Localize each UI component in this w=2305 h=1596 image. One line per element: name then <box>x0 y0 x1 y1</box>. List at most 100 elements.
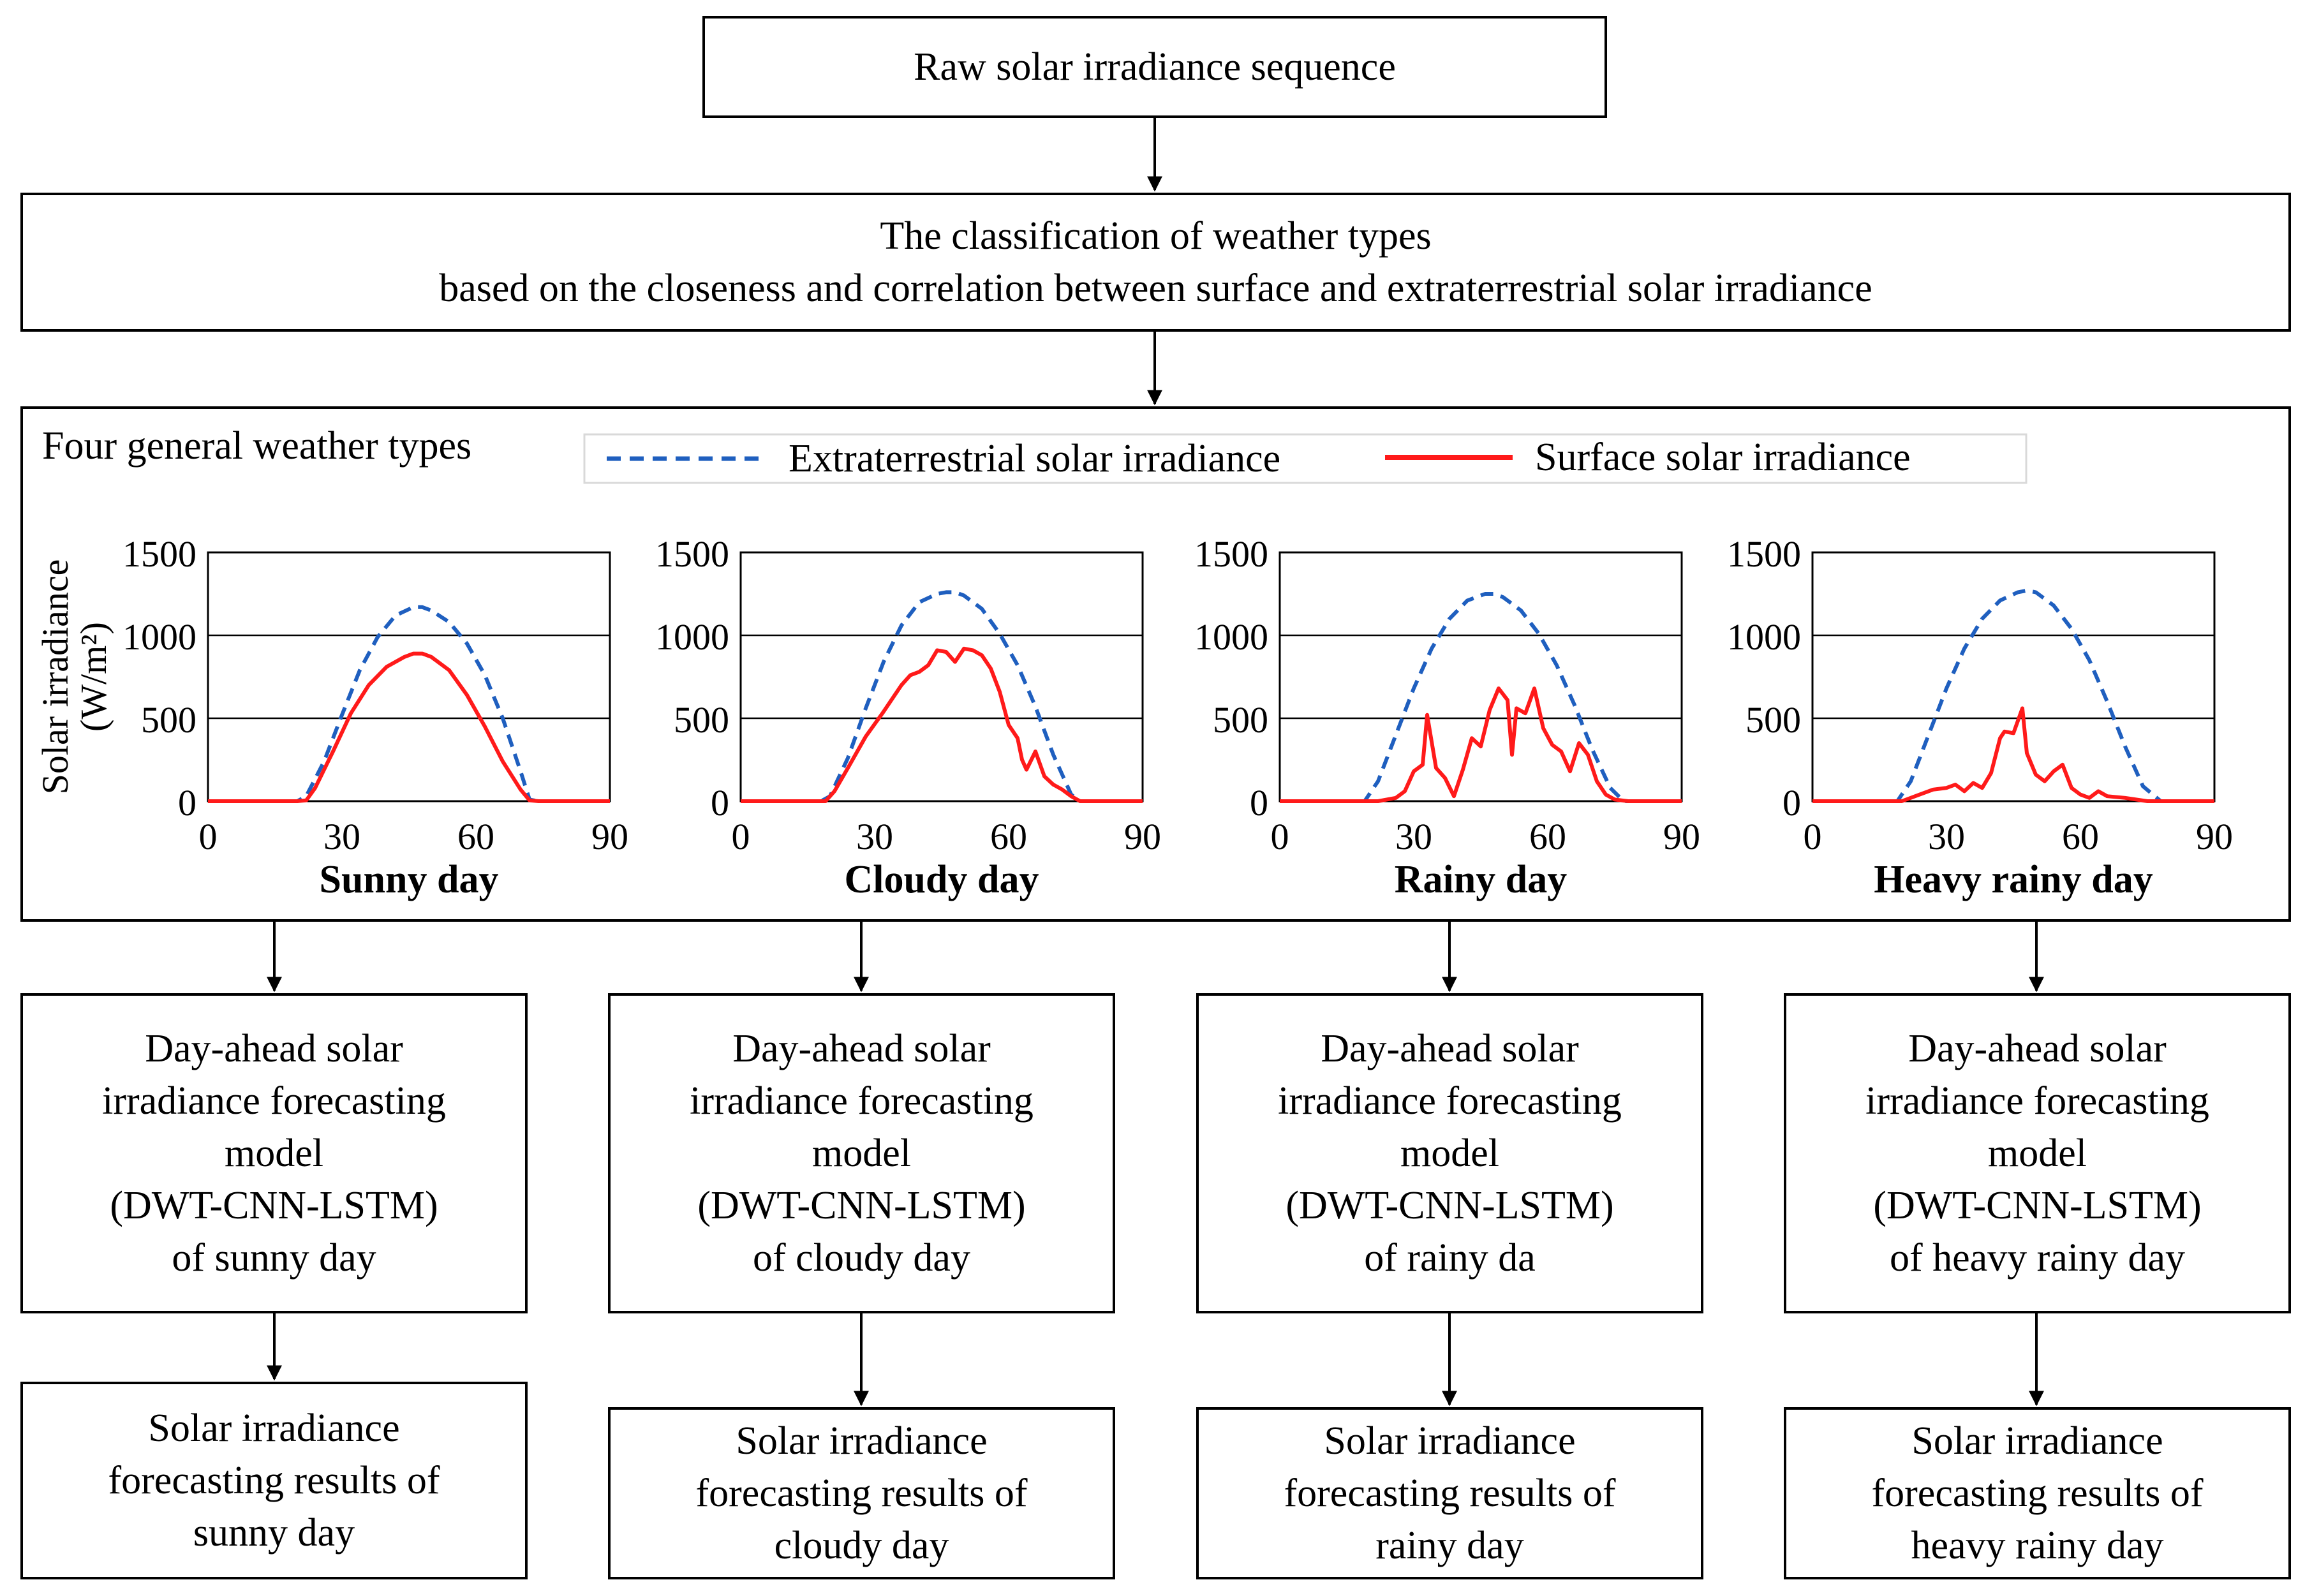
weather-types-charts: Four general weather types Extraterrestr… <box>34 424 2233 901</box>
model-line: of rainy da <box>1364 1236 1536 1280</box>
legend-box <box>583 433 2027 484</box>
model-box-rainy: Day-ahead solar irradiance forecasting m… <box>1196 993 1703 1313</box>
x-tick-label: 60 <box>1529 816 1566 857</box>
model-line: irradiance forecasting <box>690 1079 1034 1123</box>
legend-extraterrestrial-label: Extraterrestrial solar irradiance <box>789 437 1280 480</box>
classification-title: The classification of weather types <box>880 214 1432 258</box>
result-box-sunny: Solar irradiance forecasting results of … <box>20 1382 528 1579</box>
result-line: Solar irradiance <box>736 1419 988 1463</box>
result-line: sunny day <box>193 1511 355 1555</box>
y-tick-label: 1500 <box>1194 533 1268 575</box>
model-line: of heavy rainy day <box>1889 1236 2186 1280</box>
x-tick-label: 90 <box>2196 816 2233 857</box>
result-line: Solar irradiance <box>1911 1419 2163 1463</box>
surface-series-line <box>1280 686 1682 803</box>
result-line: Solar irradiance <box>148 1407 400 1450</box>
y-tick-label: 1000 <box>1727 616 1801 658</box>
model-line: (DWT-CNN-LSTM) <box>1873 1184 2202 1227</box>
model-line: model <box>1988 1132 2087 1175</box>
y-axis-label-line1: Solar irradiance <box>34 559 76 795</box>
x-tick-label: 0 <box>732 816 750 857</box>
model-line: (DWT-CNN-LSTM) <box>110 1184 438 1227</box>
raw-sequence-box: Raw solar irradiance sequence <box>702 16 1607 118</box>
model-line: irradiance forecasting <box>1865 1079 2209 1123</box>
result-box-heavy-rainy: Solar irradiance forecasting results of … <box>1784 1407 2291 1579</box>
model-line: irradiance forecasting <box>1278 1079 1622 1123</box>
surface-series-line <box>741 646 1143 803</box>
x-tick-label: 90 <box>1663 816 1700 857</box>
surface-series-line <box>208 651 610 803</box>
model-line: of sunny day <box>172 1236 376 1280</box>
result-line: forecasting results of <box>1284 1472 1616 1515</box>
y-axis-label-line2: (W/m²) <box>73 622 114 732</box>
classification-subtitle: based on the closeness and correlation b… <box>439 267 1872 310</box>
result-line: forecasting results of <box>108 1459 440 1502</box>
model-box-heavy-rainy: Day-ahead solar irradiance forecasting m… <box>1784 993 2291 1313</box>
y-tick-label: 1000 <box>1194 616 1268 658</box>
result-box-cloudy: Solar irradiance forecasting results of … <box>608 1407 1115 1579</box>
surface-series-line <box>1812 706 2214 803</box>
model-line: Day-ahead solar <box>145 1027 403 1070</box>
charts-group: 0 500 1000 1500 0 30 60 90 Sunny day 0 500 1000 1500… <box>34 533 2233 901</box>
model-line: irradiance forecasting <box>102 1079 446 1123</box>
model-line: Day-ahead solar <box>1321 1027 1579 1070</box>
chart-frame <box>1811 551 2216 802</box>
x-tick-label: 90 <box>591 816 628 857</box>
y-tick-label: 1000 <box>655 616 729 658</box>
model-line: (DWT-CNN-LSTM) <box>697 1184 1026 1227</box>
model-line: (DWT-CNN-LSTM) <box>1286 1184 1614 1227</box>
extraterrestrial-series-line <box>741 590 1143 803</box>
x-tick-label: 0 <box>199 816 218 857</box>
raw-sequence-label: Raw solar irradiance sequence <box>914 45 1396 89</box>
result-box-rainy: Solar irradiance forecasting results of … <box>1196 1407 1703 1579</box>
y-tick-label: 0 <box>1782 782 1801 824</box>
x-tick-label: 0 <box>1804 816 1822 857</box>
extraterrestrial-series-line <box>1812 588 2214 803</box>
y-tick-label: 0 <box>711 782 729 824</box>
y-tick-label: 500 <box>141 699 196 741</box>
result-line: forecasting results of <box>1871 1472 2204 1515</box>
model-box-cloudy: Day-ahead solar irradiance forecasting m… <box>608 993 1115 1313</box>
y-tick-label: 0 <box>178 782 196 824</box>
chart-title: Heavy rainy day <box>1874 858 2153 901</box>
x-tick-label: 60 <box>990 816 1027 857</box>
extraterrestrial-series-line <box>1280 592 1682 803</box>
x-tick-label: 30 <box>1928 816 1965 857</box>
extraterrestrial-series-line <box>208 605 610 803</box>
x-tick-label: 60 <box>2062 816 2099 857</box>
result-line: Solar irradiance <box>1324 1419 1576 1463</box>
chart-frame <box>207 551 611 802</box>
model-line: of cloudy day <box>753 1236 970 1280</box>
chart-title: Cloudy day <box>845 858 1039 901</box>
y-tick-label: 500 <box>1213 699 1268 741</box>
x-tick-label: 30 <box>1395 816 1432 857</box>
x-tick-label: 30 <box>323 816 360 857</box>
model-box-sunny: Day-ahead solar irradiance forecasting m… <box>20 993 528 1313</box>
model-line: Day-ahead solar <box>1908 1027 2167 1070</box>
y-tick-label: 1500 <box>122 533 196 575</box>
result-line: forecasting results of <box>695 1472 1028 1515</box>
x-tick-label: 90 <box>1124 816 1161 857</box>
result-line: rainy day <box>1375 1524 1524 1567</box>
x-tick-label: 30 <box>856 816 893 857</box>
y-tick-label: 1500 <box>655 533 729 575</box>
chart-title: Sunny day <box>320 858 499 901</box>
x-tick-label: 0 <box>1271 816 1289 857</box>
model-line: model <box>1400 1132 1499 1175</box>
x-tick-label: 60 <box>457 816 494 857</box>
model-line: model <box>225 1132 323 1175</box>
model-line: model <box>812 1132 911 1175</box>
y-tick-label: 500 <box>674 699 729 741</box>
result-line: cloudy day <box>774 1524 949 1567</box>
result-line: heavy rainy day <box>1911 1524 2164 1567</box>
y-tick-label: 1500 <box>1727 533 1801 575</box>
y-tick-label: 500 <box>1745 699 1801 741</box>
chart-frame <box>1278 551 1683 802</box>
legend-surface-label: Surface solar irradiance <box>1535 436 1911 479</box>
y-tick-label: 1000 <box>122 616 196 658</box>
chart-title: Rainy day <box>1395 858 1567 901</box>
weather-types-panel: Four general weather types Extraterrestr… <box>20 406 2291 922</box>
panel-title: Four general weather types <box>42 424 471 468</box>
classification-box: The classification of weather types base… <box>20 193 2291 332</box>
